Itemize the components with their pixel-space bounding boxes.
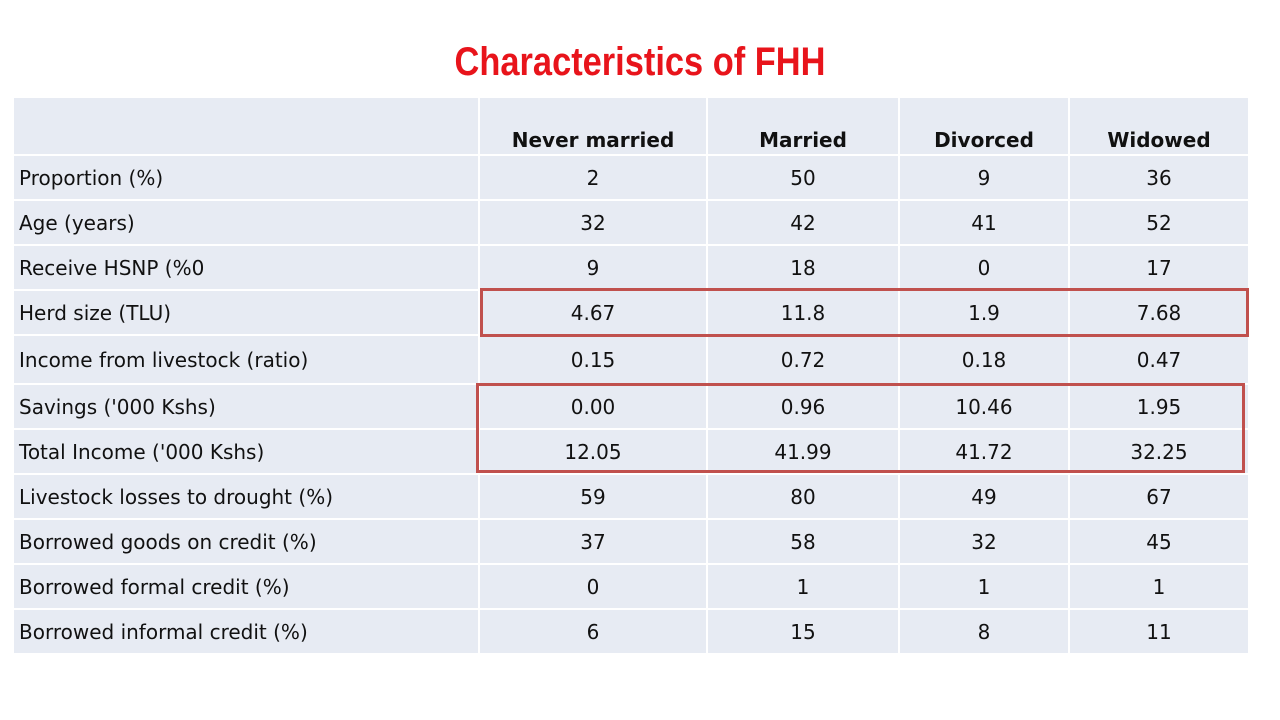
table-cell: 50 xyxy=(708,156,898,199)
table-cell: 32 xyxy=(480,201,706,244)
row-label: Income from livestock (ratio) xyxy=(14,336,478,383)
header-corner xyxy=(14,98,478,154)
row-label: Savings ('000 Kshs) xyxy=(14,385,478,428)
table-cell: 80 xyxy=(708,475,898,518)
header-never-married: Never married xyxy=(480,98,706,154)
row-label: Total Income ('000 Kshs) xyxy=(14,430,478,473)
table-cell: 1 xyxy=(1070,565,1248,608)
table-cell: 0.00 xyxy=(480,385,706,428)
row-label: Borrowed goods on credit (%) xyxy=(14,520,478,563)
table-cell: 36 xyxy=(1070,156,1248,199)
table-cell: 18 xyxy=(708,246,898,289)
table-cell: 41 xyxy=(900,201,1068,244)
table-row: Livestock losses to drought (%) 59 80 49 67 xyxy=(14,475,1248,518)
table-cell: 11.8 xyxy=(708,291,898,334)
table-cell: 49 xyxy=(900,475,1068,518)
row-label: Receive HSNP (%0 xyxy=(14,246,478,289)
table-cell: 8 xyxy=(900,610,1068,653)
row-label: Livestock losses to drought (%) xyxy=(14,475,478,518)
table-cell: 17 xyxy=(1070,246,1248,289)
table-cell: 7.68 xyxy=(1070,291,1248,334)
table-cell: 0.15 xyxy=(480,336,706,383)
table-cell: 0.47 xyxy=(1070,336,1248,383)
table-cell: 42 xyxy=(708,201,898,244)
table-cell: 1.9 xyxy=(900,291,1068,334)
table-row: Total Income ('000 Kshs) 12.05 41.99 41.72 3… xyxy=(14,430,1248,473)
table-cell: 59 xyxy=(480,475,706,518)
table-row: Borrowed goods on credit (%) 37 58 32 45 xyxy=(14,520,1248,563)
table-cell: 9 xyxy=(900,156,1068,199)
table-cell: 12.05 xyxy=(480,430,706,473)
table-cell: 1.95 xyxy=(1070,385,1248,428)
characteristics-table: Never married Married Divorced Widowed P… xyxy=(12,96,1250,655)
table-cell: 11 xyxy=(1070,610,1248,653)
table-cell: 67 xyxy=(1070,475,1248,518)
table-row: Proportion (%) 2 50 9 36 xyxy=(14,156,1248,199)
table-cell: 45 xyxy=(1070,520,1248,563)
table-cell: 41.72 xyxy=(900,430,1068,473)
header-row: Never married Married Divorced Widowed xyxy=(14,98,1248,154)
table-cell: 37 xyxy=(480,520,706,563)
table-cell: 58 xyxy=(708,520,898,563)
table-row: Age (years) 32 42 41 52 xyxy=(14,201,1248,244)
table-row: Income from livestock (ratio) 0.15 0.72 0.1… xyxy=(14,336,1248,383)
table-cell: 32 xyxy=(900,520,1068,563)
table-row: Savings ('000 Kshs) 0.00 0.96 10.46 1.95 xyxy=(14,385,1248,428)
table-row: Borrowed informal credit (%) 6 15 8 11 xyxy=(14,610,1248,653)
table-cell: 0.72 xyxy=(708,336,898,383)
table-cell: 0.96 xyxy=(708,385,898,428)
table-cell: 52 xyxy=(1070,201,1248,244)
table-cell: 2 xyxy=(480,156,706,199)
row-label: Borrowed informal credit (%) xyxy=(14,610,478,653)
table-cell: 15 xyxy=(708,610,898,653)
table-cell: 0 xyxy=(900,246,1068,289)
table-cell: 41.99 xyxy=(708,430,898,473)
slide-title: Characteristics of FHH xyxy=(454,40,826,84)
table-cell: 0.18 xyxy=(900,336,1068,383)
row-label: Age (years) xyxy=(14,201,478,244)
table-cell: 1 xyxy=(708,565,898,608)
header-divorced: Divorced xyxy=(900,98,1068,154)
table-row: Herd size (TLU) 4.67 11.8 1.9 7.68 xyxy=(14,291,1248,334)
table-cell: 9 xyxy=(480,246,706,289)
table-cell: 6 xyxy=(480,610,706,653)
table-row: Receive HSNP (%0 9 18 0 17 xyxy=(14,246,1248,289)
table-cell: 1 xyxy=(900,565,1068,608)
table-cell: 4.67 xyxy=(480,291,706,334)
header-married: Married xyxy=(708,98,898,154)
row-label: Herd size (TLU) xyxy=(14,291,478,334)
row-label: Proportion (%) xyxy=(14,156,478,199)
table-cell: 0 xyxy=(480,565,706,608)
table-cell: 10.46 xyxy=(900,385,1068,428)
row-label: Borrowed formal credit (%) xyxy=(14,565,478,608)
table-row: Borrowed formal credit (%) 0 1 1 1 xyxy=(14,565,1248,608)
table-cell: 32.25 xyxy=(1070,430,1248,473)
header-widowed: Widowed xyxy=(1070,98,1248,154)
